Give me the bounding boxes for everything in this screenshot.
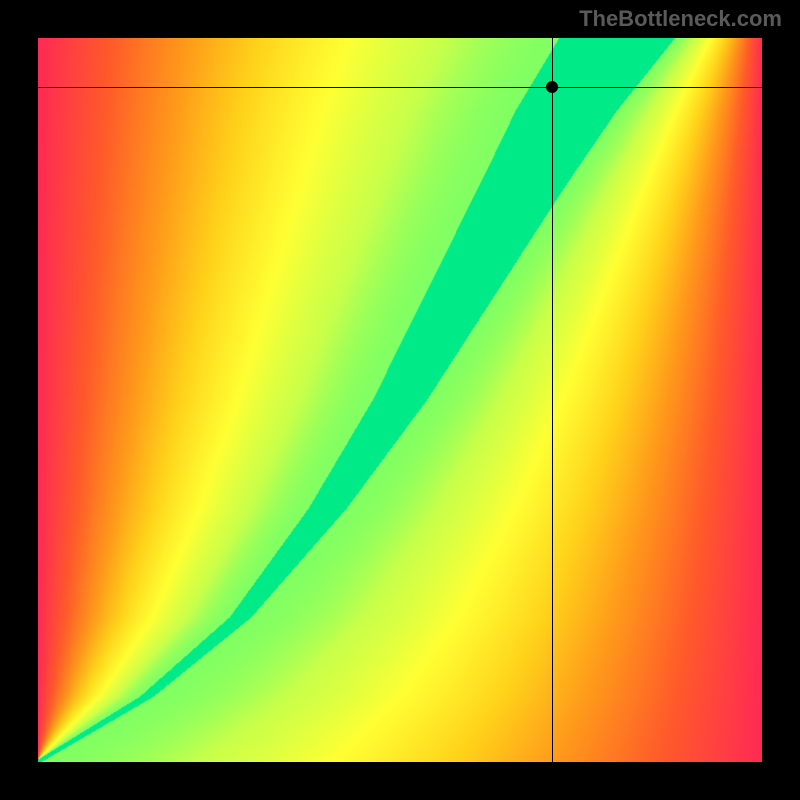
crosshair-horizontal bbox=[38, 87, 762, 88]
watermark-text: TheBottleneck.com bbox=[579, 6, 782, 32]
bottleneck-heatmap bbox=[38, 38, 762, 762]
crosshair-marker bbox=[546, 81, 558, 93]
heatmap-canvas bbox=[38, 38, 762, 762]
crosshair-vertical bbox=[552, 38, 553, 762]
